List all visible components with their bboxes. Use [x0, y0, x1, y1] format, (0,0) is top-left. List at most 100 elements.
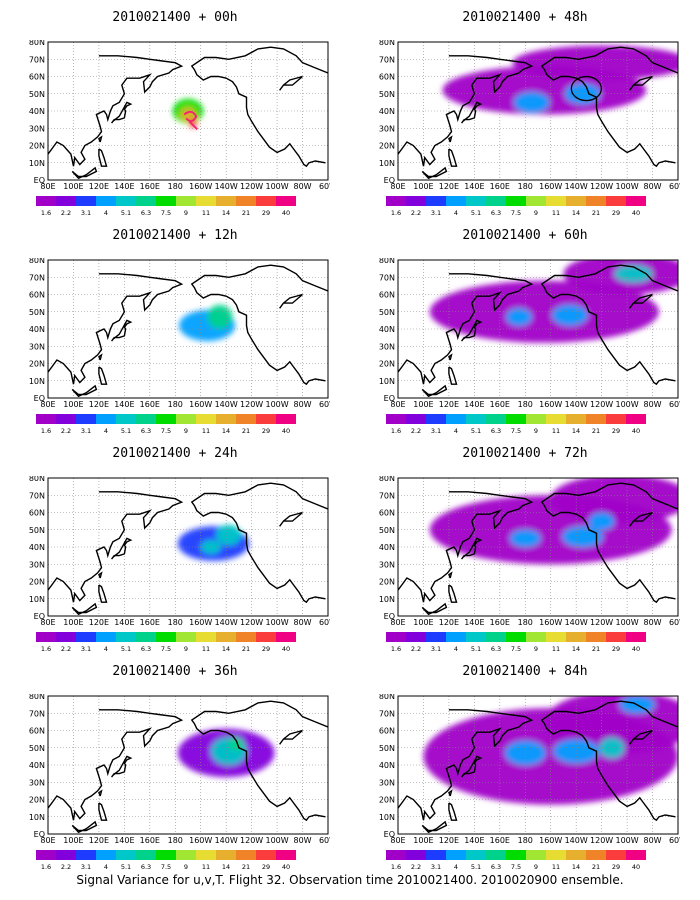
lon-tick-label: 160E — [140, 836, 160, 844]
colorbar-swatch — [136, 850, 156, 860]
lon-tick-label: 140W — [565, 836, 588, 844]
colorbar-label: 3.1 — [81, 863, 91, 871]
colorbar-label: 21 — [242, 209, 250, 217]
colorbar-swatch — [486, 196, 506, 206]
variance-contour — [506, 308, 532, 326]
colorbar-label: 3.1 — [81, 427, 91, 435]
colorbar-swatch — [446, 414, 466, 424]
lat-tick-label: 50N — [379, 744, 395, 753]
lat-tick-label: 10N — [379, 377, 395, 386]
lon-tick-label: 100E — [413, 182, 433, 190]
colorbar-swatch — [446, 850, 466, 860]
colorbar-label: 4 — [454, 427, 458, 435]
colorbar-swatch — [176, 850, 196, 860]
lon-tick-label: 140E — [114, 182, 134, 190]
colorbar-swatch — [36, 196, 56, 206]
colorbar-60h: 1.6 2.2 3.1 4 5.1 6.3 7.5 9 11 14 21 29 40 — [386, 414, 646, 435]
lat-tick-label: 40N — [379, 761, 395, 770]
variance-field — [177, 728, 275, 778]
lat-tick-label: 20N — [379, 578, 395, 587]
coastlines — [48, 482, 328, 616]
lat-tick-label: EQ — [34, 612, 45, 621]
coastline — [48, 709, 184, 821]
grid — [48, 696, 328, 834]
colorbar-label: 9 — [184, 209, 188, 217]
lon-tick-label: 100E — [63, 836, 83, 844]
colorbar-swatch — [586, 414, 606, 424]
plot-area — [48, 260, 328, 398]
colorbar-swatch — [216, 414, 236, 424]
colorbar-label: 21 — [592, 427, 600, 435]
lon-tick-label: 160W — [539, 836, 562, 844]
lat-tick-label: 30N — [379, 342, 395, 351]
lon-tick-label: 180 — [518, 400, 533, 408]
lat-tick-label: 80N — [29, 476, 45, 483]
lon-tick-label: 120E — [89, 618, 109, 626]
colorbar-swatch — [36, 850, 56, 860]
lon-tick-label: 100W — [265, 182, 288, 190]
map-72h: 80E 100E 120E 140E 160E 180 160W 140W 120W 100W 80… — [379, 476, 680, 626]
lon-tick-label: 140E — [114, 400, 134, 408]
colorbar-label: 5.1 — [121, 863, 131, 871]
colorbar-label: 5.1 — [471, 209, 481, 217]
lat-tick-label: 50N — [379, 308, 395, 317]
lon-tick-label: 140E — [114, 836, 134, 844]
colorbar-label: 1.6 — [391, 863, 401, 871]
colorbar-label: 1.6 — [391, 209, 401, 217]
colorbar-label: 21 — [242, 863, 250, 871]
colorbar-swatch — [566, 196, 586, 206]
lat-tick-label: 30N — [29, 778, 45, 787]
lat-tick-label: 80N — [379, 476, 395, 483]
plot-frame — [47, 695, 329, 835]
lat-tick-label: 30N — [29, 124, 45, 133]
coastline — [398, 273, 534, 385]
grid — [48, 42, 328, 180]
lat-tick-label: 10N — [29, 377, 45, 386]
coastline — [448, 148, 458, 167]
panel-title: 2010021400 + 48h — [462, 10, 588, 25]
coastline — [448, 571, 453, 579]
colorbar-label: 21 — [592, 209, 600, 217]
variance-contour — [564, 83, 601, 105]
colorbar-swatch — [586, 850, 606, 860]
lon-tick-label: 80W — [293, 400, 311, 408]
lon-tick-label: 120W — [240, 836, 263, 844]
colorbar-label: 29 — [262, 645, 270, 653]
lon-tick-label: 60W — [669, 182, 680, 190]
colorbar-label: 5.1 — [121, 209, 131, 217]
map-84h: 80E 100E 120E 140E 160E 180 160W 140W 120W 100W 80… — [379, 694, 680, 844]
coastline — [540, 700, 678, 822]
lat-tick-label: EQ — [384, 830, 395, 839]
lon-tick-label: 120W — [590, 618, 613, 626]
coastlines — [398, 46, 678, 180]
colorbar-swatch — [96, 632, 116, 642]
lon-tick-label: 160E — [490, 836, 510, 844]
coastline — [71, 602, 98, 616]
colorbar-swatch — [386, 196, 406, 206]
lon-tick-label: 100W — [265, 618, 288, 626]
lat-tick-label: 70N — [379, 709, 395, 718]
colorbar-label: 29 — [262, 209, 270, 217]
lat-tick-label: 70N — [379, 491, 395, 500]
coastline — [48, 491, 184, 603]
colorbar-swatch — [406, 850, 426, 860]
colorbar-label: 11 — [202, 209, 210, 217]
coastline — [421, 602, 448, 616]
colorbar-swatch — [486, 632, 506, 642]
lon-tick-label: 160E — [140, 400, 160, 408]
colorbar-swatch — [426, 632, 446, 642]
colorbar-label: 14 — [222, 645, 230, 653]
lat-tick-label: 10N — [29, 595, 45, 604]
lon-tick-label: 160E — [490, 182, 510, 190]
lon-tick-label: 140E — [464, 182, 484, 190]
colorbar-label: 9 — [534, 427, 538, 435]
colorbar-swatch — [196, 414, 216, 424]
lat-tick-label: 20N — [29, 142, 45, 151]
colorbar-label: 7.5 — [161, 209, 171, 217]
map-60h: 80E 100E 120E 140E 160E 180 160W 140W 120W 100W 80… — [379, 258, 680, 408]
colorbar-swatch — [606, 632, 626, 642]
lat-tick-label: 20N — [29, 796, 45, 805]
lon-tick-label: 160E — [490, 400, 510, 408]
colorbar-swatch — [76, 414, 96, 424]
colorbar-label: 7.5 — [511, 863, 521, 871]
